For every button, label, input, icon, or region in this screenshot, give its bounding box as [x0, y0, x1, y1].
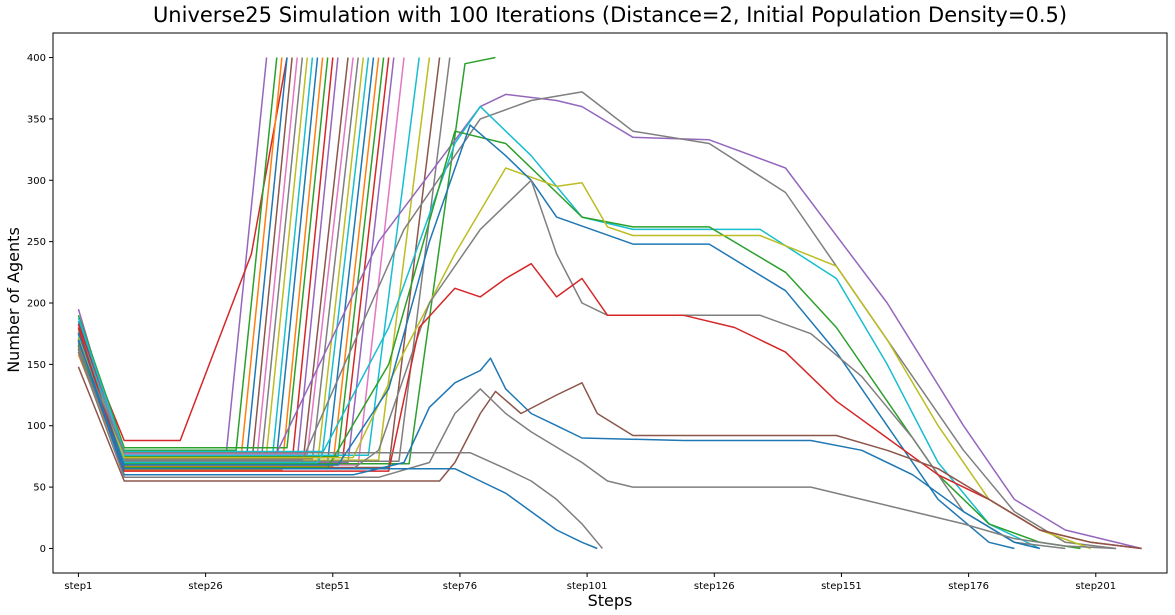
series-line-2 [77, 57, 288, 442]
series-line-35 [77, 130, 1081, 550]
series-line-13 [77, 57, 329, 449]
series-line-24 [77, 57, 390, 459]
series-line-12 [77, 57, 324, 471]
y-tick-label: 0 [40, 544, 46, 555]
y-tick-label: 200 [27, 299, 46, 310]
series-line-7 [77, 57, 298, 464]
y-tick-label: 150 [27, 360, 46, 371]
series-line-37 [77, 124, 1015, 550]
series-line-4 [77, 57, 283, 458]
y-tick-label: 400 [27, 53, 46, 64]
series-line-16 [77, 57, 349, 470]
y-tick-label: 100 [27, 421, 46, 432]
x-tick-label: step101 [567, 581, 608, 592]
x-tick-label: step1 [64, 581, 92, 592]
series-line-19 [77, 57, 365, 465]
y-tick-label: 350 [27, 114, 46, 125]
series-line-42 [77, 351, 1117, 550]
series-line-41 [77, 366, 1142, 550]
series-line-44 [77, 339, 598, 550]
x-tick-label: step176 [948, 581, 989, 592]
series-line-43 [77, 345, 603, 549]
x-axis-ticks: step1 step26 step51 step76 step101 step126 ste… [64, 573, 1116, 592]
series-line-38 [77, 179, 1066, 550]
series-line-36 [77, 167, 1091, 550]
series-line-23 [77, 57, 385, 458]
y-tick-label: 250 [27, 237, 46, 248]
series-line-33 [77, 91, 1117, 550]
y-axis-ticks: 0 50 100 150 200 250 300 350 400 [27, 53, 53, 555]
series-line-8 [77, 57, 304, 459]
x-tick-label: step26 [188, 581, 222, 592]
x-axis-label: Steps [588, 591, 633, 610]
series-line-14 [77, 57, 334, 464]
series-line-40 [77, 339, 1040, 550]
series-line-27 [77, 57, 420, 456]
x-tick-label: step151 [821, 581, 862, 592]
series-line-32 [77, 93, 1142, 550]
series-line-39 [77, 262, 1142, 550]
x-tick-label: step76 [443, 581, 477, 592]
y-tick-label: 300 [27, 176, 46, 187]
x-tick-label: step126 [694, 581, 735, 592]
x-tick-label: step51 [316, 581, 350, 592]
series-line-20 [77, 57, 370, 453]
chart-title: Universe25 Simulation with 100 Iteration… [153, 3, 1067, 27]
y-tick-label: 50 [33, 483, 46, 494]
x-tick-label: step201 [1075, 581, 1116, 592]
y-axis-label: Number of Agents [4, 227, 23, 373]
series-lines [77, 56, 1142, 550]
